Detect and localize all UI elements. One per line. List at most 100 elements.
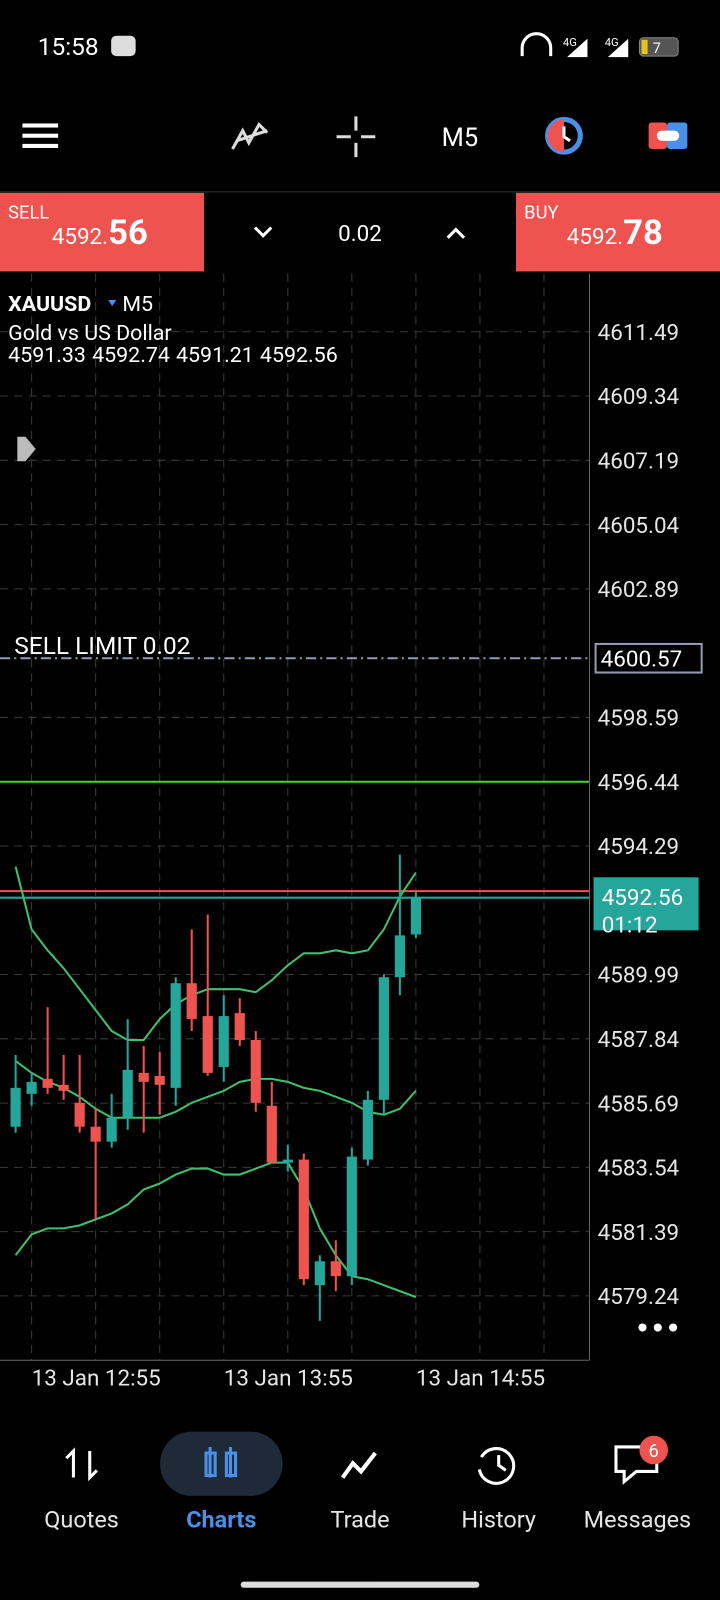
y-tick-label: 4609.34 [598, 384, 680, 410]
candle-body [314, 1261, 325, 1286]
bottom-nav: 6 Quotes Charts Trade History Messages [44, 1431, 692, 1534]
y-tick-label: 4589.99 [598, 963, 680, 989]
sell-button[interactable]: SELL 4592.56 [0, 192, 204, 272]
y-tick-label: 4581.39 [598, 1220, 680, 1246]
price-tag [594, 642, 703, 674]
candle-body [58, 1084, 69, 1091]
y-tick-label: 4594.29 [598, 834, 680, 860]
x-tick-label: 13 Jan 12:55 [32, 1366, 161, 1392]
messages-badge-count: 6 [649, 1441, 659, 1462]
candle-body [202, 1016, 213, 1073]
one-click-button[interactable] [648, 122, 688, 149]
candle-body [154, 1075, 165, 1085]
candle-body [74, 1102, 85, 1127]
candle-body [10, 1087, 21, 1127]
trade-icon [341, 1451, 377, 1479]
crosshair-button[interactable] [336, 116, 376, 158]
nav-tab[interactable]: Charts [186, 1506, 256, 1534]
y-tick-label: 4579.24 [598, 1284, 680, 1310]
symbol-dropdown[interactable] [108, 300, 117, 307]
nav-tab[interactable]: Messages [584, 1506, 692, 1534]
quotes-icon [65, 1447, 98, 1482]
buy-price-main: 4592. [567, 224, 623, 250]
y-tick-label: 4611.49 [598, 320, 680, 346]
more-button[interactable] [638, 1323, 678, 1332]
candle-body [394, 935, 405, 978]
buy-button[interactable]: BUY 4592.78 [516, 192, 720, 272]
nav-tab[interactable]: History [461, 1506, 536, 1534]
ohlc-low: 4591.21 [176, 343, 254, 368]
candle-body [298, 1159, 309, 1280]
ohlc-header: 4591.33 4592.74 4591.21 4592.56 [8, 343, 338, 368]
bid-tag-time: 01:12 [602, 912, 658, 938]
candle-body [42, 1078, 53, 1088]
ohlc-close: 4592.56 [260, 343, 338, 368]
play-button[interactable] [17, 436, 36, 462]
candle-body [266, 1105, 277, 1163]
volume[interactable]: 0.02 [338, 221, 382, 247]
ohlc-open: 4591.33 [8, 343, 86, 368]
x-tick-label: 13 Jan 14:55 [416, 1366, 545, 1392]
y-tick-label: 4602.89 [598, 577, 680, 603]
x-tick-label: 13 Jan 13:55 [224, 1366, 353, 1392]
charts-icon [204, 1446, 238, 1478]
volume-up[interactable] [446, 227, 466, 239]
clock: 15:58 [38, 32, 99, 61]
candle-body [378, 977, 389, 1100]
bid-tag-value: 4592.56 [602, 885, 684, 911]
timeframe-button[interactable]: M5 [442, 123, 479, 153]
y-tick-label: 4583.54 [598, 1156, 680, 1182]
y-tick-label: 4587.84 [598, 1027, 680, 1053]
middle-band [14, 1060, 417, 1119]
candle-body [330, 1261, 341, 1277]
battery-icon [638, 37, 679, 57]
symbol-description: Gold vs US Dollar [8, 321, 172, 346]
network-4g: 4G [605, 36, 619, 49]
candle-body [122, 1069, 133, 1118]
candle-body [170, 983, 181, 1088]
y-tick-label: 4596.44 [598, 770, 680, 796]
indicators-button[interactable] [231, 121, 269, 150]
headset-icon [520, 32, 553, 57]
sell-price-big: 56 [108, 213, 148, 253]
buy-price: 4592.78 [567, 213, 663, 253]
symbol[interactable]: XAUUSD [8, 292, 91, 317]
upper-band [14, 866, 417, 1042]
buy-label: BUY [524, 202, 558, 223]
home-indicator [240, 1581, 480, 1588]
battery-text: 7 [653, 41, 661, 57]
network-4g: 4G [563, 36, 577, 49]
sell-price-main: 4592. [52, 224, 108, 250]
candle-body [282, 1159, 293, 1163]
sell-label: SELL [8, 202, 49, 223]
history-icon [477, 1447, 516, 1485]
sell-price: 4592.56 [52, 213, 148, 253]
nav-tab[interactable]: Trade [330, 1506, 389, 1534]
plot [0, 657, 590, 1322]
candle-body [362, 1099, 373, 1160]
bid-tag [593, 877, 699, 931]
candle-body [106, 1117, 117, 1142]
candle-body [218, 1016, 229, 1067]
candle-body [410, 897, 421, 935]
price-tag-value: 4600.57 [601, 646, 683, 672]
menu-button[interactable] [22, 123, 59, 148]
clock-button[interactable] [545, 116, 583, 155]
y-tick-label: 4585.69 [598, 1091, 680, 1117]
app-icon [111, 35, 136, 57]
y-tick-label: 4605.04 [598, 513, 680, 539]
candle-body [26, 1081, 37, 1094]
y-tick-label: 4598.59 [598, 706, 680, 732]
price-line-label: SELL LIMIT 0.02 [14, 631, 190, 660]
y-tick-label: 4607.19 [598, 448, 680, 474]
buy-price-big: 78 [623, 213, 663, 253]
active-tab-highlight [160, 1431, 283, 1496]
ohlc-high: 4592.74 [92, 343, 170, 368]
candle-body [234, 1013, 245, 1041]
volume-down[interactable] [253, 226, 273, 238]
chart-timeframe: M5 [122, 292, 153, 317]
nav-tab[interactable]: Quotes [44, 1506, 119, 1534]
battery-level [641, 39, 648, 55]
